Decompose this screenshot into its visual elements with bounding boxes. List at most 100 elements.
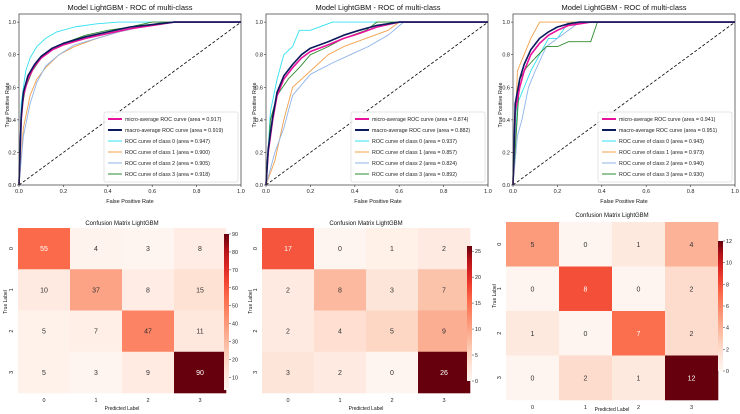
colorbar-tick-label: 40 [232,322,238,328]
cm-cell-value: 8 [338,287,342,294]
cm-cell [559,222,613,267]
cm-cell-value: 0 [637,286,641,293]
cm-cell-value: 7 [442,287,446,294]
y-tick-label: 0.4 [255,118,263,124]
colorbar-tick-label: 20 [475,275,481,281]
chance-diagonal-line [265,21,489,186]
cm-title: Confusion Matrix LightGBM [575,213,648,219]
x-tick-label: 1.0 [237,189,245,195]
cm-cell-value: 17 [284,246,292,253]
roc-panel-2: Model LightGBM - ROC of multi-class Fals… [252,3,441,205]
colorbar-tick-label: 0 [475,379,478,385]
legend-label-class0: ROC curve of class 0 (area = 0.943) [619,139,704,145]
cm-cell-value: 5 [42,329,46,336]
x-tick-label: 0.6 [148,189,156,195]
cm-xlabel: Predicted Label [105,406,140,412]
cm-cell [174,269,227,311]
cm-cell-value: 3 [286,370,290,377]
plot-frame [18,13,242,186]
cm-x-tick-label: 3 [198,398,201,404]
legend-box [597,111,733,183]
plot-frame [265,13,489,186]
roc-curve-macro [18,21,241,186]
legend-label-class1: ROC curve of class 1 (area = 0.900) [125,150,210,156]
x-tick-label: 0.2 [60,189,68,195]
cm-cell [262,269,315,311]
colorbar-tick-label: 60 [232,286,238,292]
cm-x-tick-label: 0 [531,405,534,411]
cm-y-tick-label: 1 [497,287,503,290]
roc-ylabel: True Positive Rate [498,82,504,127]
colorbar-tick-label: 25 [475,249,481,255]
roc-ylabel: True Positive Rate [5,82,11,127]
cm-x-tick-label: 1 [94,398,97,404]
cm-cell-value: 0 [338,246,342,253]
cm-cell [665,266,719,312]
legend-label-macro: macro-average ROC curve (area = 0.919) [125,128,223,134]
roc-plot-area: 0.0 0.2 0.4 0.6 0.8 1.0 0.0 0.2 0.4 0.6 0.8 1.0 micr… [8,13,245,195]
roc-curve-class0 [265,21,488,186]
y-tick-label: 0.0 [255,183,263,189]
cm-cell [665,355,719,401]
y-tick-label: 0.8 [502,53,510,59]
cm-cell [122,310,175,353]
colorbar-tick-label: 5 [475,353,478,359]
cm-cell [70,351,123,394]
cm-ylabel: True Label [248,290,254,314]
y-tick-label: 1.0 [255,20,263,26]
legend-label-micro: micro-average ROC curve (area = 0.941) [619,117,716,123]
cm-cell-value: 5 [42,370,46,377]
cm-cell [506,355,560,401]
cm-panel-1: Confusion Matrix LightGBM Predicted Labe… [3,221,159,412]
cm-y-tick-label: 1 [253,288,259,291]
legend-label-class0: ROC curve of class 0 (area = 0.947) [125,139,210,145]
cm-cell-value: 2 [338,370,342,377]
cm-cell-value: 4 [94,246,98,253]
cm-cell-value: 2 [442,246,446,253]
cm-cell [174,351,227,394]
cm-y-tick-label: 2 [9,330,15,333]
roc-legend: micro-average ROC curve (area = 0.917) ma… [103,111,239,183]
cm-cell [70,310,123,353]
cm-y-tick-label: 0 [497,243,503,246]
x-tick-label: 0.0 [262,189,270,195]
cm-cell-value: 9 [442,329,446,336]
cm-cell-value: 1 [637,375,641,382]
legend-label-macro: macro-average ROC curve (area = 0.882) [372,128,470,134]
cm-cell-value: 15 [196,287,204,294]
y-tick-label: 1.0 [502,20,510,26]
cm-cell [262,228,315,270]
roc-plot-area: 0.0 0.2 0.4 0.6 0.8 1.0 0.0 0.2 0.4 0.6 0.8 1.0 micr… [502,13,739,195]
cm-cell-value: 37 [92,287,100,294]
cm-x-tick-label: 3 [442,398,445,404]
cm-cell [506,266,560,312]
cm-cell-value: 0 [531,375,535,382]
legend-box [103,111,239,183]
legend-label-class2: ROC curve of class 2 (area = 0.940) [619,161,704,167]
y-tick-label: 0.2 [255,150,263,156]
roc-title: Model LightGBM - ROC of multi-class [315,3,440,12]
cm-cell-value: 4 [338,329,342,336]
cm-cell [174,228,227,270]
cm-cell [314,269,367,311]
cm-cell-value: 8 [198,246,202,253]
cm-cell [70,269,123,311]
y-tick-label: 0.4 [8,118,16,124]
cm-cell [314,228,367,270]
cm-cell [262,310,315,353]
roc-xlabel: False Positive Rate [354,199,401,205]
x-tick-label: 0.2 [307,189,315,195]
cm-x-tick-label: 2 [637,405,640,411]
colorbar-tick-label: 10 [726,261,732,267]
cm-cell-value: 0 [390,370,394,377]
cm-x-tick-label: 2 [390,398,393,404]
roc-title: Model LightGBM - ROC of multi-class [561,3,686,12]
legend-label-micro: micro-average ROC curve (area = 0.874) [372,117,469,123]
cm-cell-value: 1 [531,331,535,338]
cm-cell-value: 90 [196,370,204,377]
cm-cell [665,311,719,356]
y-tick-label: 0.6 [502,85,510,91]
legend-label-class3: ROC curve of class 3 (area = 0.892) [372,172,457,178]
x-tick-label: 0.2 [554,189,562,195]
y-tick-label: 0.0 [8,183,16,189]
